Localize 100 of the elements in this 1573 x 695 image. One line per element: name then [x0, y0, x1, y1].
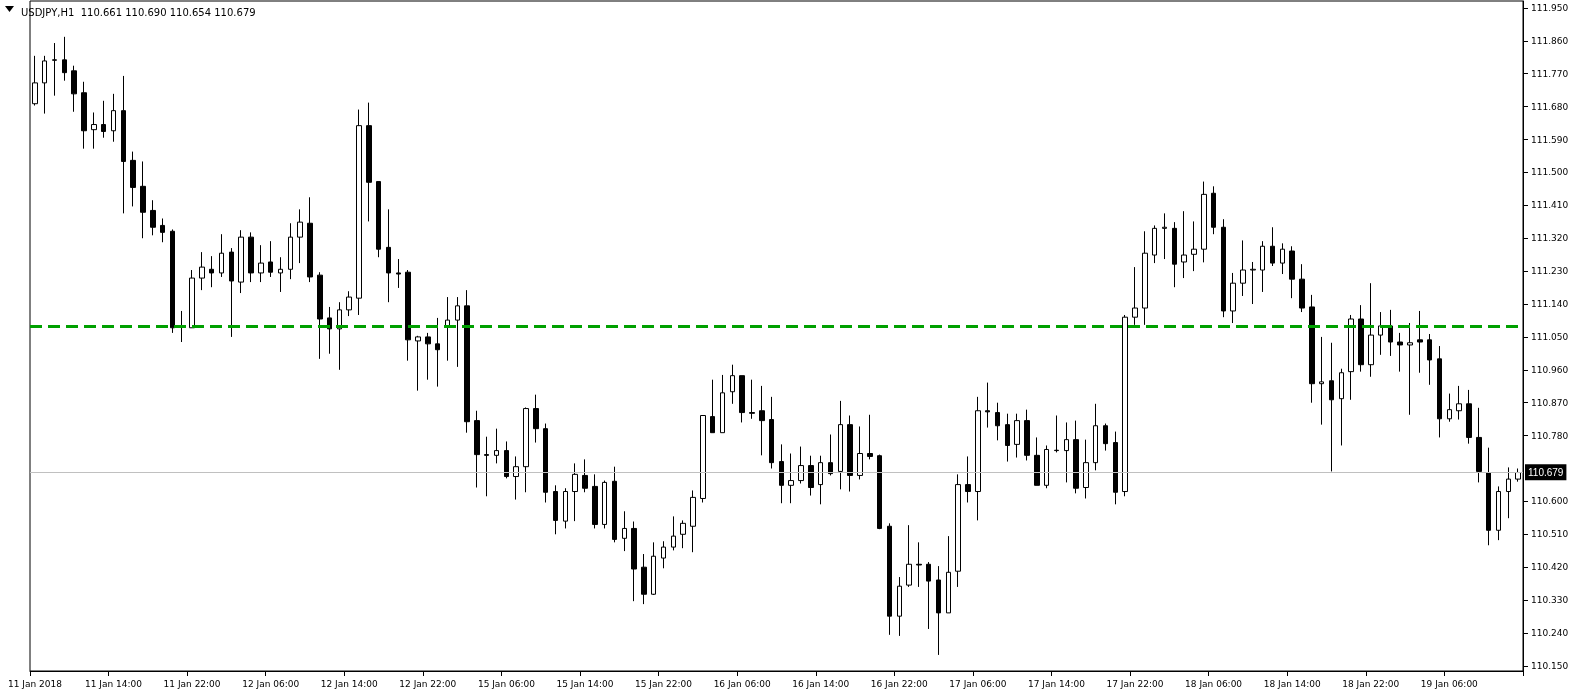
candlestick — [838, 400, 843, 490]
candlestick — [435, 317, 440, 388]
candlestick — [916, 541, 922, 588]
candlestick — [720, 374, 725, 434]
candlestick — [1024, 409, 1030, 461]
candlestick — [278, 256, 283, 293]
x-tick-label: 17 Jan 06:00 — [949, 678, 1007, 689]
candlestick — [121, 75, 126, 214]
candlestick — [808, 455, 814, 497]
candlestick — [62, 36, 67, 82]
candlestick — [258, 244, 264, 283]
candlestick — [474, 410, 480, 489]
candlestick — [612, 466, 617, 543]
y-tick-label: 111.410 — [1531, 200, 1569, 211]
candlestick — [101, 100, 106, 139]
candlestick — [268, 240, 273, 278]
ref-line-label: 110.679 — [1528, 466, 1564, 478]
candlestick — [680, 519, 686, 549]
candlestick — [1437, 345, 1442, 438]
candlestick — [926, 561, 931, 630]
candlestick — [1486, 447, 1491, 546]
candlestick — [1496, 485, 1501, 541]
candlestick — [995, 402, 1000, 441]
candlestick — [1407, 322, 1413, 416]
candlestick — [455, 296, 460, 368]
y-tick-label: 111.230 — [1531, 266, 1569, 277]
y-tick-label: 110.780 — [1531, 430, 1569, 441]
candlestick — [42, 55, 47, 115]
candlestick — [523, 406, 529, 493]
candlestick — [1132, 266, 1138, 326]
candlestick — [130, 151, 136, 207]
x-tick-label: 16 Jan 14:00 — [792, 678, 850, 689]
candlestick — [955, 473, 961, 588]
candlestick — [91, 111, 97, 150]
candlestick — [199, 251, 205, 291]
candlestick — [1299, 263, 1305, 313]
candlestick — [396, 258, 401, 289]
candlestick — [1456, 385, 1462, 421]
candlestick — [238, 229, 244, 294]
candlestick — [1358, 304, 1364, 373]
candlestick — [415, 335, 421, 392]
x-tick-label: 16 Jan 06:00 — [713, 678, 771, 689]
candlestick — [1397, 332, 1403, 373]
candlestick — [170, 228, 175, 334]
candlestick — [1319, 336, 1324, 426]
candlestick — [769, 396, 774, 469]
candlestick — [739, 375, 745, 423]
y-tick-label: 110.330 — [1531, 595, 1569, 606]
candlestick — [1142, 230, 1148, 326]
y-tick-label: 111.590 — [1531, 134, 1569, 145]
candlestick — [1064, 421, 1069, 483]
candlestick — [543, 423, 548, 503]
candlestick — [818, 455, 823, 505]
x-tick-label: 15 Jan 22:00 — [635, 678, 693, 689]
candlestick — [248, 231, 254, 283]
candlestick — [1260, 240, 1265, 293]
candlestick — [464, 289, 470, 434]
candlestick — [71, 65, 77, 113]
candlestick — [366, 102, 372, 222]
candlestick — [209, 255, 214, 288]
candlestick — [1093, 403, 1098, 471]
candlestick — [317, 271, 323, 360]
y-tick-label: 110.240 — [1531, 627, 1569, 638]
candlestick — [1172, 221, 1177, 288]
candlestick — [710, 379, 715, 434]
candlestick — [572, 462, 578, 522]
candlestick — [985, 382, 990, 429]
candlestick — [1181, 210, 1187, 279]
candlestick — [150, 199, 156, 236]
candlestick — [847, 415, 853, 493]
y-tick-label: 110.870 — [1531, 397, 1569, 408]
candlestick — [788, 453, 794, 504]
candlestick — [897, 576, 902, 637]
candlestick — [749, 379, 755, 420]
candlestick — [1230, 272, 1236, 324]
candlestick — [1447, 393, 1452, 423]
candlestick — [1201, 181, 1207, 263]
candlestick — [111, 93, 116, 143]
x-tick-label: 11 Jan 2018 — [7, 678, 63, 689]
candlestick — [759, 385, 765, 456]
candlestick — [229, 247, 234, 338]
candlestick — [1221, 218, 1226, 318]
x-tick-label: 15 Jan 14:00 — [556, 678, 614, 689]
candlestick — [1329, 342, 1334, 472]
candlestick — [622, 510, 627, 552]
candlestick — [1054, 415, 1059, 453]
candlestick — [563, 487, 568, 529]
y-tick-label: 111.320 — [1531, 233, 1569, 244]
y-tick-label: 110.510 — [1531, 529, 1569, 540]
candlestick — [582, 458, 588, 493]
candlestick — [1388, 309, 1393, 357]
x-tick-label: 18 Jan 06:00 — [1185, 678, 1243, 689]
candlestick — [730, 364, 735, 405]
candlestick — [1113, 431, 1118, 505]
candlestick — [1466, 389, 1472, 445]
candlestick — [1427, 333, 1432, 386]
y-tick-label: 111.950 — [1531, 2, 1569, 13]
y-tick-label: 111.140 — [1531, 299, 1569, 310]
candlestick — [1240, 239, 1246, 297]
candlestick — [631, 521, 637, 602]
